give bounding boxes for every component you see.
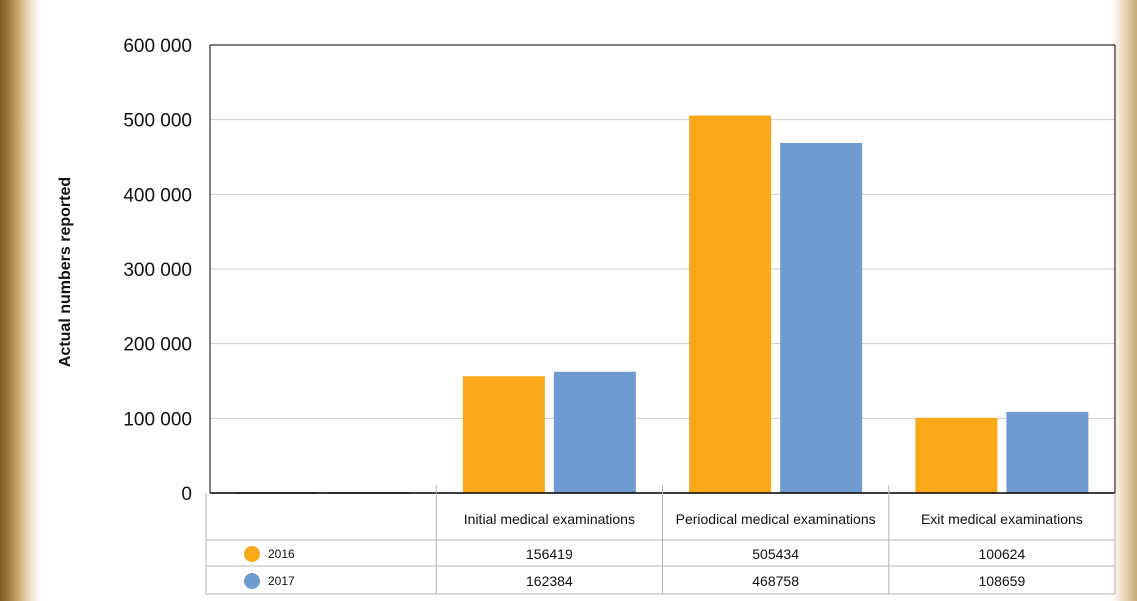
y-tick-label: 0 <box>181 484 192 505</box>
table-value: 505434 <box>752 546 799 562</box>
bar <box>780 142 863 494</box>
x-category-label: Periodical medical examinations <box>676 511 876 527</box>
y-tick-label: 500 000 <box>123 111 192 132</box>
legend-marker <box>244 546 260 562</box>
bar <box>1006 411 1089 493</box>
legend-marker <box>244 573 260 589</box>
table-value: 108659 <box>979 573 1026 589</box>
x-category-label: Exit medical examinations <box>921 511 1083 527</box>
y-tick-label: 100 000 <box>123 409 192 430</box>
table-value: 468758 <box>752 573 799 589</box>
bar <box>462 376 545 493</box>
bar <box>553 371 636 493</box>
y-tick-label: 400 000 <box>123 185 192 206</box>
y-tick-label: 200 000 <box>123 335 192 356</box>
legend-label: 2016 <box>268 547 295 561</box>
table-value: 162384 <box>526 573 573 589</box>
bar <box>915 417 998 493</box>
bar <box>689 115 772 493</box>
table-value: 100624 <box>979 546 1026 562</box>
y-tick-label: 300 000 <box>123 260 192 281</box>
table-value: 156419 <box>526 546 573 562</box>
x-category-label: Initial medical examinations <box>464 511 635 527</box>
left-decorative-border <box>0 0 40 601</box>
legend-label: 2017 <box>268 574 295 588</box>
y-tick-label: 600 000 <box>123 36 192 57</box>
